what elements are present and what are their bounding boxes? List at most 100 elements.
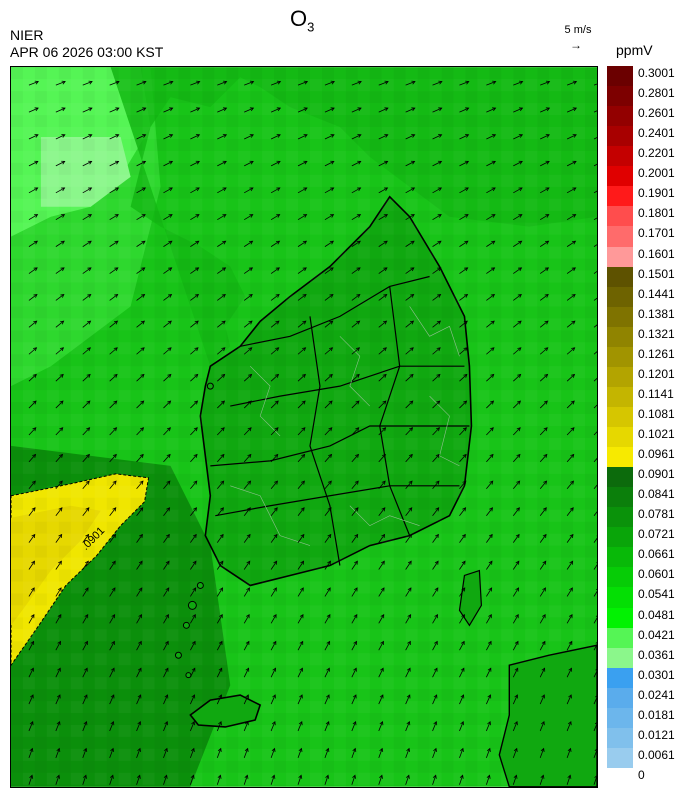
wind-arrow: [55, 81, 66, 86]
wind-arrow-head: [57, 587, 62, 592]
wind-arrow: [324, 507, 332, 516]
wind-arrow-head: [384, 134, 389, 138]
wind-arrow: [486, 721, 491, 732]
wind-arrow-head: [303, 80, 309, 85]
wind-arrow: [378, 721, 383, 732]
wind-arrow-head: [85, 507, 90, 512]
wind-arrow-head: [356, 267, 361, 272]
wind-arrow-head: [246, 507, 251, 512]
wind-arrow: [432, 160, 442, 167]
wind-arrow-head: [544, 373, 549, 378]
wind-arrow-head: [381, 507, 386, 512]
wind-arrow: [109, 374, 118, 382]
wind-arrow: [566, 775, 571, 785]
wind-arrow-head: [435, 453, 440, 458]
wind-arrow-head: [541, 667, 546, 672]
wind-arrow: [405, 134, 415, 140]
wind-arrow-head: [30, 613, 35, 619]
wind-arrow-head: [492, 107, 497, 112]
wind-arrow-head: [572, 80, 578, 85]
wind-arrow: [539, 748, 545, 759]
wind-arrow-head: [220, 400, 225, 405]
wind-arrow-head: [464, 134, 470, 138]
wind-arrow: [486, 748, 491, 759]
wind-arrow: [190, 480, 198, 490]
wind-arrow: [55, 614, 62, 624]
wind-arrow-head: [357, 160, 362, 165]
wind-arrow: [324, 694, 330, 705]
wind-arrow-head: [115, 134, 120, 138]
wind-arrow: [82, 134, 92, 140]
wind-arrow-head: [87, 240, 92, 245]
wind-arrow-head: [437, 267, 442, 272]
wind-arrow-head: [164, 667, 169, 672]
wind-arrow-head: [354, 533, 359, 539]
wind-arrow-head: [571, 320, 576, 325]
wind-arrow-head: [192, 533, 197, 539]
wind-arrow: [136, 81, 146, 86]
wind-arrow-head: [353, 667, 357, 672]
wind-arrow-head: [84, 640, 88, 645]
wind-arrow-head: [114, 240, 119, 245]
wind-arrow: [190, 614, 196, 624]
wind-arrow-head: [326, 613, 331, 619]
wind-arrow: [28, 320, 37, 328]
wind-arrow-head: [519, 80, 524, 85]
legend-tick-label: 0.0481: [638, 607, 675, 622]
wind-arrow: [190, 534, 197, 543]
wind-arrow: [540, 187, 550, 194]
wind-arrow-head: [435, 507, 440, 512]
legend-tick-label: 0.0421: [638, 627, 675, 642]
wind-arrow: [378, 400, 387, 409]
wind-arrow: [109, 587, 116, 597]
wind-arrow: [513, 214, 523, 221]
wind-arrow-head: [245, 667, 250, 672]
wind-arrow: [513, 320, 522, 328]
wind-arrow-head: [326, 694, 330, 699]
wind-arrow-head: [140, 373, 145, 378]
wind-arrow-head: [407, 560, 412, 565]
wind-arrow: [432, 427, 440, 436]
wind-arrow: [216, 775, 221, 785]
wind-arrow: [593, 244, 597, 247]
wind-arrow-head: [572, 107, 578, 112]
wind-arrow: [270, 614, 277, 624]
legend-swatch: [607, 747, 633, 769]
wind-arrow-head: [517, 320, 522, 325]
wind-arrow-head: [330, 80, 335, 85]
wind-arrow-head: [31, 533, 36, 539]
wind-arrow: [351, 320, 360, 328]
wind-arrow-head: [83, 747, 88, 753]
wind-arrow-head: [595, 695, 597, 698]
wind-arrow: [136, 721, 141, 732]
legend-tick-label: 0.0061: [638, 747, 675, 762]
wind-arrow-head: [275, 320, 280, 325]
wind-arrow-head: [463, 347, 468, 352]
wind-arrow: [82, 214, 92, 221]
wind-arrow: [270, 454, 279, 463]
wind-arrow: [539, 347, 549, 355]
wind-arrow: [28, 294, 38, 301]
wind-arrow: [216, 721, 222, 732]
legend-swatch: [607, 326, 633, 348]
wind-arrow-head: [489, 507, 493, 512]
wind-arrow: [486, 454, 494, 463]
wind-arrow: [82, 187, 92, 194]
wind-arrow-head: [221, 267, 227, 272]
wind-arrow: [566, 81, 577, 86]
wind-arrow-head: [461, 613, 465, 619]
wind-arrow-head: [137, 694, 142, 699]
wind-arrow: [512, 668, 519, 678]
wind-arrow: [566, 294, 576, 301]
wind-arrow-head: [487, 667, 492, 672]
wind-arrow-head: [86, 427, 91, 432]
wind-arrow-head: [274, 373, 280, 378]
wind-arrow-head: [489, 480, 494, 485]
wind-arrow: [513, 294, 522, 301]
wind-arrow: [351, 294, 361, 301]
wind-arrow: [539, 427, 548, 436]
wind-arrow-head: [569, 507, 574, 512]
legend-swatch: [607, 507, 633, 528]
wind-arrow: [539, 775, 544, 785]
wind-arrow-head: [545, 214, 550, 218]
